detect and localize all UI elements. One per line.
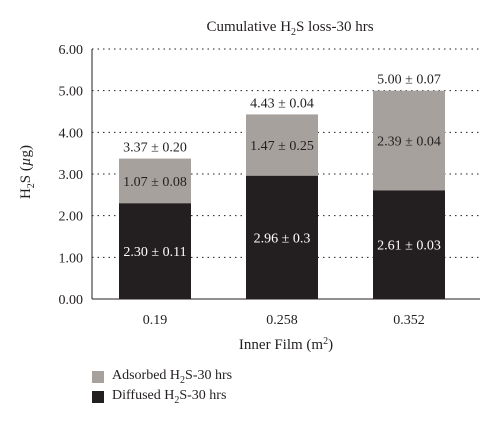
legend-adsorbed: Adsorbed H2S-30 hrs xyxy=(92,368,232,386)
bars: 2.30 ± 0.11 1.07 ± 0.08 3.37 ± 0.20 2.96 ± … xyxy=(119,73,445,299)
data-label-diffused-1: 2.96 ± 0.3 xyxy=(254,231,311,246)
bar-adsorbed-0 xyxy=(119,158,191,204)
y-tick-label-4: 4.00 xyxy=(59,126,84,141)
x-tick-label-1: 0.258 xyxy=(266,313,298,328)
data-label-adsorbed-1: 1.47 ± 0.25 xyxy=(250,139,314,154)
y-tick-label-1: 1.00 xyxy=(59,251,84,266)
bar-diffused-1 xyxy=(246,175,318,299)
legend-diffused: Diffused H2S-30 hrs xyxy=(92,388,226,406)
data-label-adsorbed-0: 1.07 ± 0.08 xyxy=(123,175,187,190)
chart-title: Cumulative H2S loss-30 hrs xyxy=(206,19,373,38)
bar-diffused-0 xyxy=(119,203,191,299)
bar-diffused-2 xyxy=(373,190,445,299)
y-tick-label-6: 6.00 xyxy=(59,43,84,58)
data-label-diffused-2: 2.61 ± 0.03 xyxy=(377,239,441,254)
total-label-2: 5.00 ± 0.07 xyxy=(377,73,441,88)
legend-swatch-adsorbed xyxy=(92,370,104,383)
x-axis-ticks: 0.19 0.258 0.352 xyxy=(143,313,425,328)
y-tick-label-2: 2.00 xyxy=(59,210,84,225)
bar-adsorbed-2 xyxy=(373,90,445,191)
data-label-adsorbed-2: 2.39 ± 0.04 xyxy=(377,134,441,149)
y-tick-label-3: 3.00 xyxy=(59,168,84,183)
x-axis-label: Inner Film (m2) xyxy=(239,336,333,353)
y-tick-label-0: 0.00 xyxy=(59,293,84,308)
legend-swatch-diffused xyxy=(92,390,104,403)
legend-label-diffused: Diffused H2S-30 hrs xyxy=(112,388,227,406)
bar-adsorbed-1 xyxy=(246,114,318,176)
y-tick-label-5: 5.00 xyxy=(59,85,84,100)
total-label-1: 4.43 ± 0.04 xyxy=(250,96,314,111)
y-axis-label: H2S (µg) xyxy=(18,145,37,199)
total-label-0: 3.37 ± 0.20 xyxy=(123,141,187,156)
x-tick-label-0: 0.19 xyxy=(143,313,168,328)
legend-label-adsorbed: Adsorbed H2S-30 hrs xyxy=(112,368,233,386)
x-tick-label-2: 0.352 xyxy=(393,313,425,328)
y-axis-ticks: 0.00 1.00 2.00 3.00 4.00 5.00 6.00 xyxy=(59,43,84,308)
data-label-diffused-0: 2.30 ± 0.11 xyxy=(123,245,186,260)
